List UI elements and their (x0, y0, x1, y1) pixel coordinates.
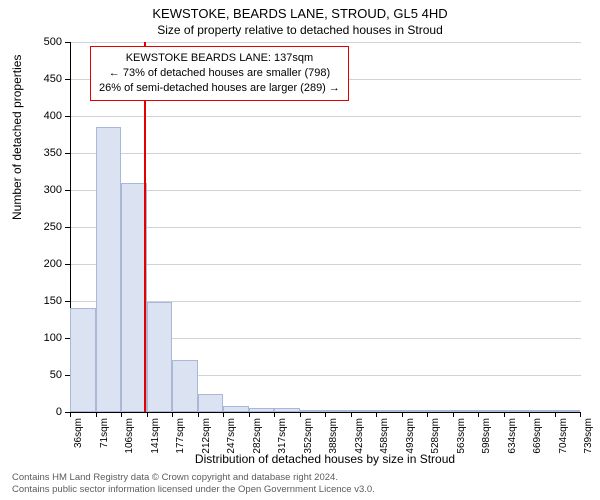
callout-line3: 26% of semi-detached houses are larger (… (99, 81, 340, 96)
footer-line1: Contains HM Land Registry data © Crown c… (12, 472, 375, 484)
x-tick-label: 493sqm (405, 418, 416, 454)
plot-area: KEWSTOKE BEARDS LANE: 137sqm ← 73% of de… (70, 42, 580, 412)
x-tick-label: 634sqm (507, 418, 518, 454)
footer-attribution: Contains HM Land Registry data © Crown c… (12, 472, 375, 496)
callout-box: KEWSTOKE BEARDS LANE: 137sqm ← 73% of de… (90, 46, 349, 101)
histogram-bar (70, 308, 96, 412)
x-tick-label: 669sqm (532, 418, 543, 454)
y-tick-label: 350 (44, 147, 62, 159)
x-tick-label: 106sqm (124, 418, 135, 454)
footer-line2: Contains public sector information licen… (12, 484, 375, 496)
histogram-bar (172, 360, 198, 412)
histogram-bar (198, 394, 224, 413)
y-tick-label: 150 (44, 295, 62, 307)
x-tick-label: 247sqm (226, 418, 237, 454)
chart-container: KEWSTOKE, BEARDS LANE, STROUD, GL5 4HD S… (0, 0, 600, 500)
x-tick-label: 598sqm (481, 418, 492, 454)
x-tick-label: 141sqm (150, 418, 161, 454)
y-tick-label: 200 (44, 258, 62, 270)
x-tick-label: 563sqm (456, 418, 467, 454)
y-tick-label: 400 (44, 110, 62, 122)
x-tick-label: 388sqm (328, 418, 339, 454)
y-tick-label: 500 (44, 36, 62, 48)
x-tick-label: 177sqm (175, 418, 186, 454)
y-axis: 050100150200250300350400450500 (0, 42, 70, 412)
x-tick-label: 528sqm (430, 418, 441, 454)
y-tick-label: 300 (44, 184, 62, 196)
x-tick-label: 423sqm (354, 418, 365, 454)
x-axis-label: Distribution of detached houses by size … (70, 452, 580, 466)
x-tick-label: 739sqm (583, 418, 594, 454)
y-tick-label: 450 (44, 73, 62, 85)
y-tick-label: 50 (50, 369, 62, 381)
x-tick-label: 282sqm (252, 418, 263, 454)
y-tick-label: 250 (44, 221, 62, 233)
chart-subtitle: Size of property relative to detached ho… (0, 23, 600, 37)
callout-line2: ← 73% of detached houses are smaller (79… (99, 66, 340, 81)
chart-title: KEWSTOKE, BEARDS LANE, STROUD, GL5 4HD (0, 0, 600, 21)
y-tick-label: 100 (44, 332, 62, 344)
x-tick-label: 36sqm (73, 418, 84, 448)
x-tick-label: 458sqm (379, 418, 390, 454)
histogram-bar (147, 302, 173, 412)
x-tick-label: 71sqm (99, 418, 110, 448)
callout-line1: KEWSTOKE BEARDS LANE: 137sqm (99, 51, 340, 66)
x-tick-label: 317sqm (277, 418, 288, 454)
y-tick-label: 0 (56, 406, 62, 418)
x-tick-label: 352sqm (303, 418, 314, 454)
x-tick-label: 704sqm (558, 418, 569, 454)
x-tick-label: 212sqm (201, 418, 212, 454)
histogram-bar (96, 127, 122, 412)
histogram-bar (121, 183, 147, 412)
